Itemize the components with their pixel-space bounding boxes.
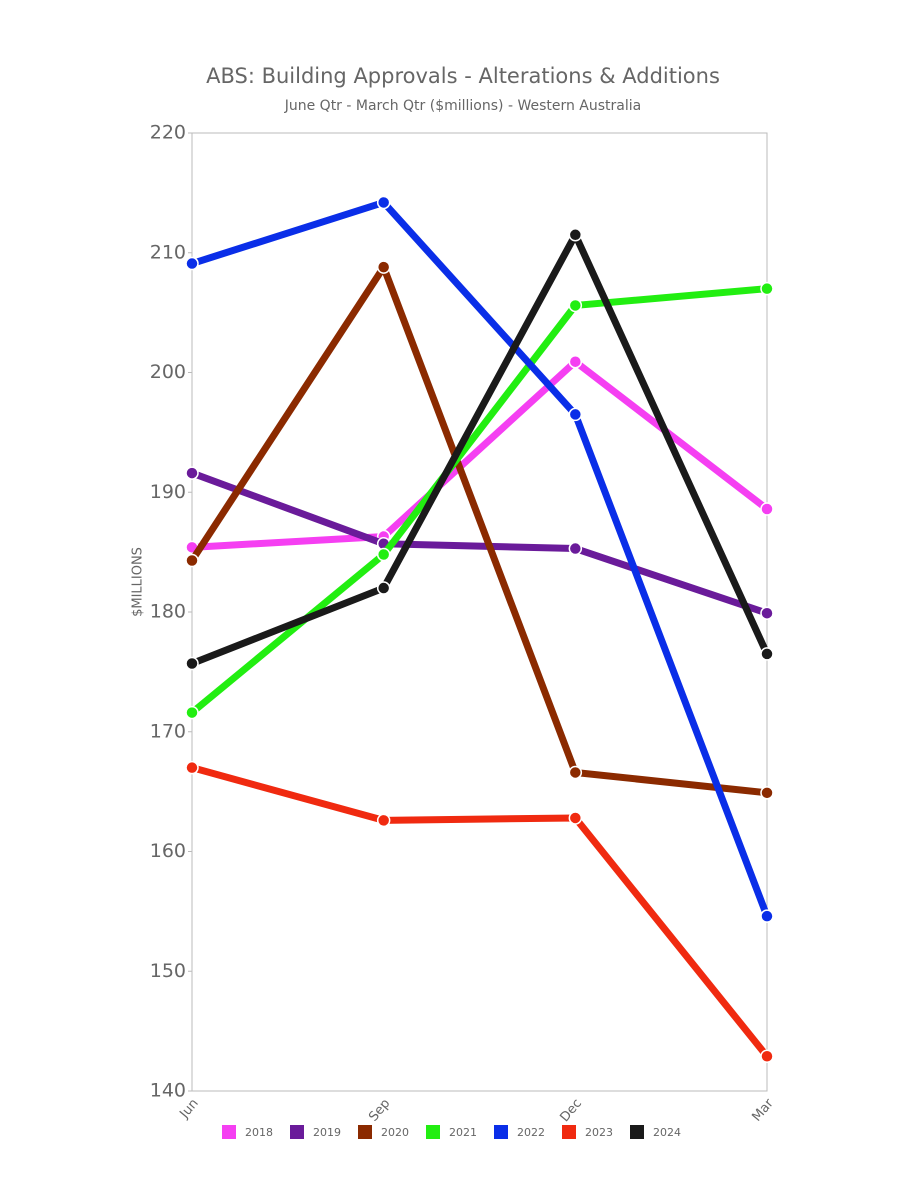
legend-label: 2019 bbox=[313, 1126, 341, 1139]
y-tick-label: 160 bbox=[150, 840, 186, 862]
point bbox=[568, 541, 583, 556]
point bbox=[760, 502, 774, 516]
y-tick-label: 190 bbox=[150, 481, 186, 503]
point bbox=[568, 407, 583, 422]
legend-swatch bbox=[290, 1125, 304, 1139]
legend-swatch bbox=[562, 1125, 576, 1139]
point bbox=[568, 298, 583, 313]
series-line bbox=[191, 358, 770, 551]
y-tick-label: 180 bbox=[150, 601, 186, 623]
legend-label: 2020 bbox=[381, 1126, 409, 1139]
y-tick-label: 220 bbox=[150, 122, 186, 144]
legend-swatch bbox=[630, 1125, 644, 1139]
y-tick-label: 140 bbox=[150, 1080, 186, 1102]
point bbox=[376, 195, 391, 210]
legend-label: 2022 bbox=[517, 1126, 545, 1139]
point bbox=[376, 813, 391, 828]
point bbox=[376, 547, 391, 562]
legend-label: 2021 bbox=[449, 1126, 477, 1139]
point bbox=[760, 1049, 774, 1064]
series-line bbox=[190, 231, 771, 667]
legend-label: 2018 bbox=[245, 1126, 273, 1139]
point bbox=[568, 228, 583, 242]
y-tick-label: 170 bbox=[150, 720, 186, 742]
series-line bbox=[191, 764, 770, 1059]
point bbox=[568, 811, 583, 825]
y-tick-label: 210 bbox=[150, 241, 186, 263]
point bbox=[568, 354, 583, 369]
point bbox=[185, 256, 199, 271]
point bbox=[185, 705, 199, 720]
point bbox=[376, 260, 391, 274]
point bbox=[760, 909, 774, 923]
chart-title: ABS: Building Approvals - Alterations & … bbox=[206, 64, 720, 88]
legend-swatch bbox=[222, 1125, 236, 1139]
legend-label: 2024 bbox=[653, 1126, 681, 1139]
point bbox=[760, 606, 774, 620]
legend-swatch bbox=[494, 1125, 508, 1139]
series-line bbox=[189, 263, 768, 797]
legend-label: 2023 bbox=[585, 1126, 613, 1139]
point bbox=[760, 786, 774, 800]
point bbox=[185, 760, 199, 775]
point bbox=[185, 466, 199, 480]
series-line bbox=[190, 198, 771, 918]
point bbox=[376, 581, 391, 595]
y-tick-label: 200 bbox=[150, 361, 186, 383]
point bbox=[185, 553, 199, 568]
series-line bbox=[189, 285, 768, 716]
legend-swatch bbox=[426, 1125, 440, 1139]
chart-subtitle: June Qtr - March Qtr ($millions) - Weste… bbox=[284, 98, 642, 114]
x-tick-label: Sep bbox=[366, 1096, 393, 1124]
point bbox=[185, 656, 199, 671]
point bbox=[568, 765, 583, 780]
series-line bbox=[190, 469, 769, 617]
legend-swatch bbox=[358, 1125, 372, 1139]
point bbox=[760, 281, 774, 296]
y-axis-label: $MILLIONS bbox=[131, 547, 146, 617]
y-tick-label: 150 bbox=[150, 960, 186, 982]
point bbox=[760, 647, 774, 661]
x-tick-label: Dec bbox=[557, 1096, 585, 1125]
x-tick-label: Mar bbox=[749, 1096, 777, 1125]
